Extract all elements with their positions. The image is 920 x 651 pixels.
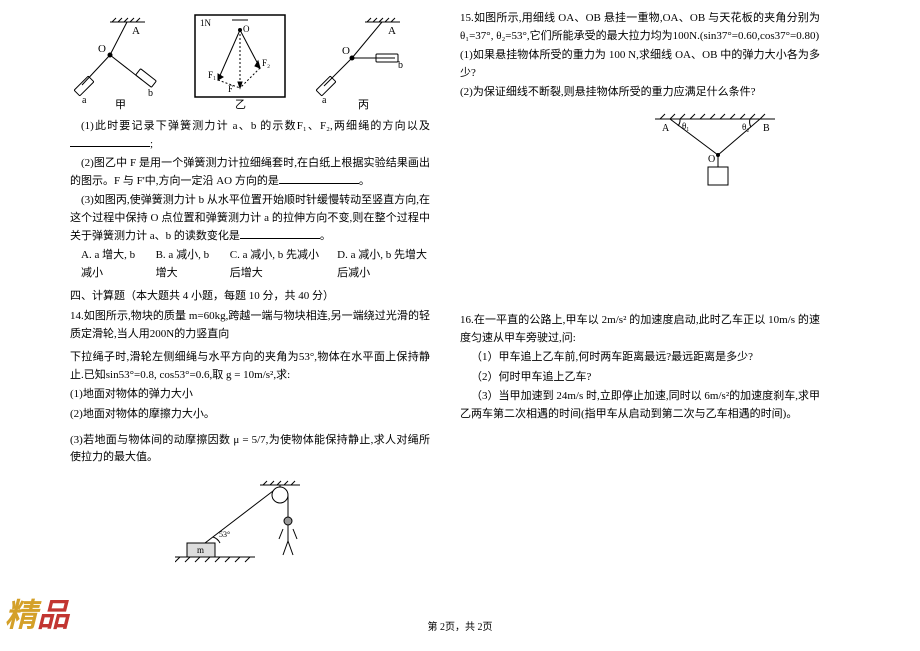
- svg-text:丙: 丙: [358, 99, 369, 110]
- q14-diagram: m 53°: [70, 477, 430, 567]
- svg-text:O: O: [243, 24, 250, 34]
- q14-3: (3)若地面与物体间的动摩擦因数 μ = 5/7,为使物体能保持静止,求人对绳所…: [70, 432, 430, 467]
- q16-2: （2）何时甲车追上乙车?: [460, 369, 820, 387]
- svg-text:a: a: [322, 95, 327, 106]
- q15-2: (2)为保证细线不断裂,则悬挂物体所受的重力应满足什么条件?: [460, 84, 820, 102]
- q14-1: (1)地面对物体的弹力大小: [70, 386, 430, 404]
- svg-text:1N: 1N: [200, 18, 212, 28]
- q14-stem-b: 下拉绳子时,滑轮左侧细绳与水平方向的夹角为53°,物体在水平面上保持静止.已知s…: [70, 349, 430, 384]
- svg-text:O: O: [708, 154, 715, 165]
- svg-text:B: B: [763, 123, 770, 134]
- svg-text:O: O: [342, 45, 350, 57]
- svg-text:b: b: [148, 88, 153, 99]
- option-b: B. a 减小, b 增大: [156, 247, 215, 282]
- svg-text:A: A: [388, 25, 396, 37]
- page-footer: 第 2页，共 2页: [0, 618, 920, 633]
- section-4-header: 四、计算题（本大题共 4 小题，每题 10 分，共 40 分）: [70, 288, 430, 306]
- svg-text:F: F: [228, 84, 233, 94]
- svg-text:A: A: [132, 25, 140, 37]
- q14-stem-a: 14.如图所示,物块的质量 m=60kg,跨越一端与物块相连,另一端绕过光滑的轻…: [70, 308, 430, 343]
- option-a: A. a 增大, b 减小: [81, 247, 141, 282]
- svg-text:F₁: F₁: [208, 70, 216, 80]
- q15-diagram: A B O θ₁ θ₂: [460, 107, 820, 192]
- q13-diagrams: A O a b 甲: [70, 10, 430, 110]
- option-d: D. a 减小, b 先增大后减小: [337, 247, 430, 282]
- svg-text:甲: 甲: [115, 99, 126, 110]
- q13-3: (3)如图丙,使弹簧测力计 b 从水平位置开始顺时针缓慢转动至竖直方向,在这个过…: [70, 192, 430, 245]
- q16-3: （3）当甲加速到 24m/s 时,立即停止加速,同时以 6m/s²的加速度刹车,…: [460, 388, 820, 423]
- svg-text:θ₂: θ₂: [742, 122, 749, 132]
- diagram-jia: A O a b 甲: [70, 10, 170, 110]
- option-c: C. a 减小, b 先减小后增大: [230, 247, 322, 282]
- q15-stem: 15.如图所示,用细线 OA、OB 悬挂一重物,OA、OB 与天花板的夹角分别为…: [460, 10, 820, 45]
- q13-1: (1)此时要记录下弹簧测力计 a、b 的示数F₁、F₂,两细绳的方向以及;: [70, 118, 430, 153]
- q13-2: (2)图乙中 F 是用一个弹簧测力计拉细绳套时,在白纸上根据实验结果画出的图示。…: [70, 155, 430, 190]
- diagram-bing: A O a b 丙: [310, 10, 410, 110]
- svg-text:乙: 乙: [235, 98, 246, 110]
- q15-1: (1)如果悬挂物体所受的重力为 100 N,求细线 OA、OB 中的弹力大小各为…: [460, 47, 820, 82]
- svg-text:F₂: F₂: [262, 58, 270, 68]
- q13-options: A. a 增大, b 减小 B. a 减小, b 增大 C. a 减小, b 先…: [81, 247, 430, 282]
- q14-2: (2)地面对物体的摩擦力大小。: [70, 406, 430, 424]
- svg-text:53°: 53°: [219, 530, 230, 539]
- svg-text:m: m: [197, 545, 204, 555]
- svg-text:a: a: [82, 95, 87, 106]
- q16-stem: 16.在一平直的公路上,甲车以 2m/s² 的加速度启动,此时乙车正以 10m/…: [460, 312, 820, 347]
- svg-text:b: b: [398, 60, 403, 71]
- diagram-yi: 1N O F F₁ F₂ 乙: [190, 10, 290, 110]
- svg-text:θ₁: θ₁: [682, 121, 689, 131]
- svg-text:A: A: [662, 123, 670, 134]
- q16-1: （1）甲车追上乙车前,何时两车距离最远?最远距离是多少?: [460, 349, 820, 367]
- svg-text:O: O: [98, 43, 106, 55]
